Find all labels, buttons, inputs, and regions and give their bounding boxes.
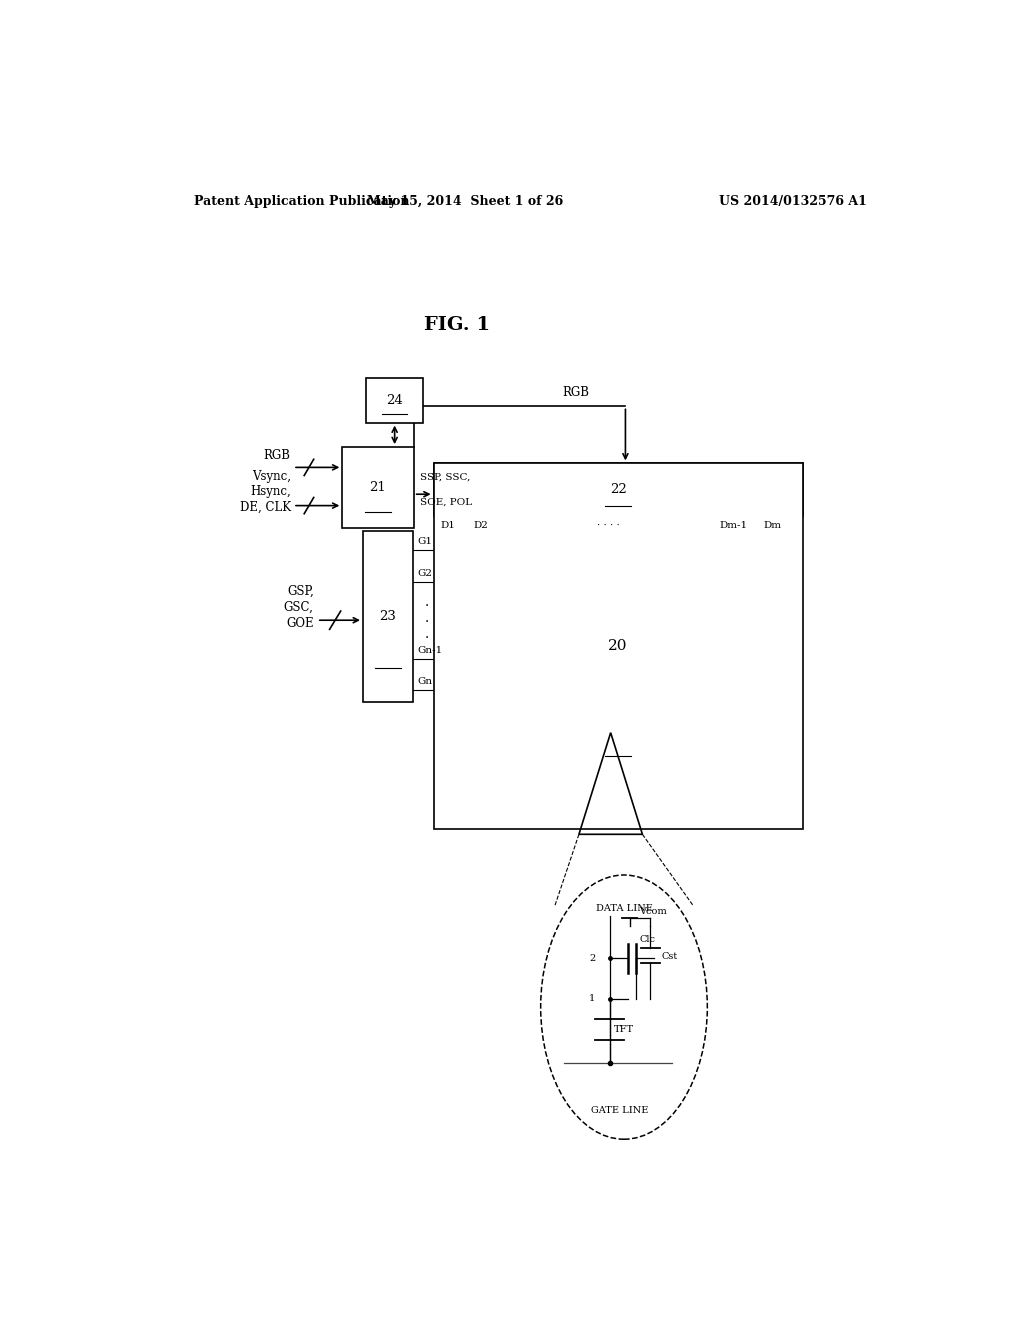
Text: Gn-1: Gn-1 — [418, 647, 443, 656]
Text: D1: D1 — [440, 521, 456, 531]
Text: ·: · — [425, 615, 429, 628]
Text: G1: G1 — [418, 537, 433, 545]
Text: DE, CLK: DE, CLK — [240, 500, 291, 513]
Text: Dm: Dm — [764, 521, 781, 531]
Text: Patent Application Publication: Patent Application Publication — [194, 194, 410, 207]
Text: RGB: RGB — [562, 387, 589, 399]
Text: SSP, SSC,: SSP, SSC, — [420, 473, 470, 482]
Bar — [362, 532, 413, 702]
Text: 21: 21 — [370, 482, 386, 494]
Text: · · · ·: · · · · — [597, 521, 620, 531]
Text: DATA LINE: DATA LINE — [596, 904, 652, 913]
Text: Clc: Clc — [640, 935, 656, 944]
Text: Vcom: Vcom — [639, 907, 667, 916]
Text: 24: 24 — [386, 393, 403, 407]
Text: US 2014/0132576 A1: US 2014/0132576 A1 — [719, 194, 867, 207]
Text: 2: 2 — [589, 954, 595, 962]
Text: 22: 22 — [609, 483, 627, 496]
Text: 1: 1 — [589, 994, 595, 1003]
Text: G2: G2 — [418, 569, 433, 578]
Text: Gn: Gn — [418, 677, 433, 686]
Text: Vsync,: Vsync, — [252, 470, 291, 483]
Text: GSC,: GSC, — [284, 601, 313, 614]
Text: 23: 23 — [380, 610, 396, 623]
Bar — [367, 378, 423, 422]
Text: Cst: Cst — [662, 952, 678, 961]
Ellipse shape — [541, 875, 708, 1139]
Text: RGB: RGB — [264, 449, 291, 462]
Text: TFT: TFT — [613, 1024, 634, 1034]
Text: May 15, 2014  Sheet 1 of 26: May 15, 2014 Sheet 1 of 26 — [368, 194, 563, 207]
Text: FIG. 1: FIG. 1 — [424, 315, 490, 334]
Bar — [433, 463, 803, 829]
Text: Dm-1: Dm-1 — [720, 521, 748, 531]
Text: ·: · — [425, 599, 429, 612]
Text: 20: 20 — [608, 639, 628, 653]
Text: GATE LINE: GATE LINE — [591, 1106, 649, 1115]
Bar — [342, 447, 414, 528]
Text: D2: D2 — [474, 521, 488, 531]
Text: SOE, POL: SOE, POL — [420, 498, 472, 507]
Text: Hsync,: Hsync, — [250, 486, 291, 499]
Text: GOE: GOE — [286, 618, 313, 631]
Text: GSP,: GSP, — [287, 585, 313, 598]
Bar — [433, 463, 803, 516]
Text: ·: · — [425, 631, 429, 645]
